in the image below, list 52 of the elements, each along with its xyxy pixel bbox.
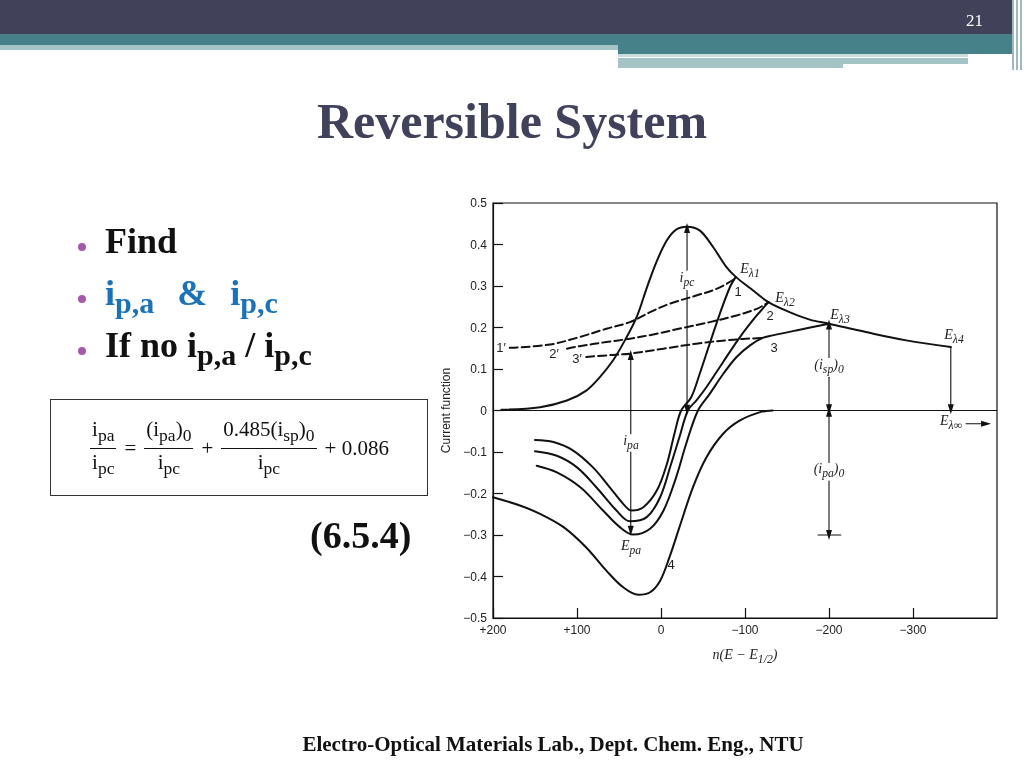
text: Find <box>105 221 178 261</box>
y-tick-label: 0.3 <box>470 279 488 293</box>
y-tick-label: 0.4 <box>470 237 488 252</box>
annotation: E$_{pa}$ <box>620 538 642 558</box>
chart-title: Reversible System <box>315 93 709 149</box>
x-tick-label: −100 <box>731 623 759 637</box>
annotation: E$_{λ1}$ <box>740 261 760 281</box>
x-tick-label: 0 <box>657 623 665 637</box>
annotation: i$_{pa}$ <box>623 433 639 453</box>
y-tick-label: 0.1 <box>470 362 488 376</box>
y-tick-label: −0.4 <box>463 569 488 584</box>
y-tick-label: −0.3 <box>463 528 488 542</box>
text: i$_{pc}$ <box>256 448 282 479</box>
annotation: E$_{λ3}$ <box>830 307 850 327</box>
text: = <box>124 435 137 461</box>
text: + 0.086 <box>324 435 389 461</box>
y-tick-label: 0.5 <box>470 196 488 210</box>
annotation: 3′ <box>572 350 582 366</box>
x-tick-label: +100 <box>563 623 591 637</box>
y-tick-label: −0.5 <box>463 611 488 625</box>
y-tick-label: 0 <box>480 403 488 418</box>
text: If no i$_{p,a}$ / i$_{p,c}$ <box>105 325 312 372</box>
text: (6.5.4) <box>310 514 412 556</box>
text: (i$_{pa}$)$_{0}$ <box>144 417 194 449</box>
text: i$_{p,a}$ & i$_{p,c}$ <box>105 273 278 320</box>
y-tick-label: −0.2 <box>463 486 488 501</box>
x-tick-label: −300 <box>899 623 927 637</box>
x-tick-label: −200 <box>815 623 843 637</box>
annotation: (i$_{pa}$)$_{0}$ <box>813 461 845 481</box>
annotation: E$_{λ2}$ <box>775 290 795 310</box>
text: Electro-Optical Materials Lab., Dept. Chem. Eng., NTU <box>301 732 805 756</box>
annotation: 4 <box>667 556 675 572</box>
annotation: E$_{λ4}$ <box>944 327 964 347</box>
text: i$_{pc}$ <box>156 448 181 479</box>
text: + <box>201 435 214 461</box>
text: 21 <box>966 11 983 30</box>
annotation: 1 <box>734 283 742 299</box>
x-tick-label: +200 <box>479 623 507 637</box>
x-axis-title: n(E − E$_{1/2}$) <box>712 647 778 666</box>
annotation: 3 <box>770 339 778 355</box>
annotation: 2 <box>766 307 774 323</box>
y-axis-title: Current function <box>439 367 454 454</box>
annotation: E$_{λ∞}$ <box>940 413 962 433</box>
y-tick-label: −0.1 <box>463 445 488 459</box>
annotation: 2′ <box>549 345 559 361</box>
text: 0.485(i$_{sp}$)$_{0}$ <box>221 417 317 449</box>
text: i$_{pa}$ <box>90 417 117 449</box>
text: i$_{pc}$ <box>91 448 116 479</box>
annotation: i$_{pc}$ <box>679 270 695 290</box>
annotation: 1′ <box>496 339 506 355</box>
y-tick-label: 0.2 <box>470 320 488 335</box>
annotation: (i$_{sp}$)$_{0}$ <box>814 357 844 377</box>
